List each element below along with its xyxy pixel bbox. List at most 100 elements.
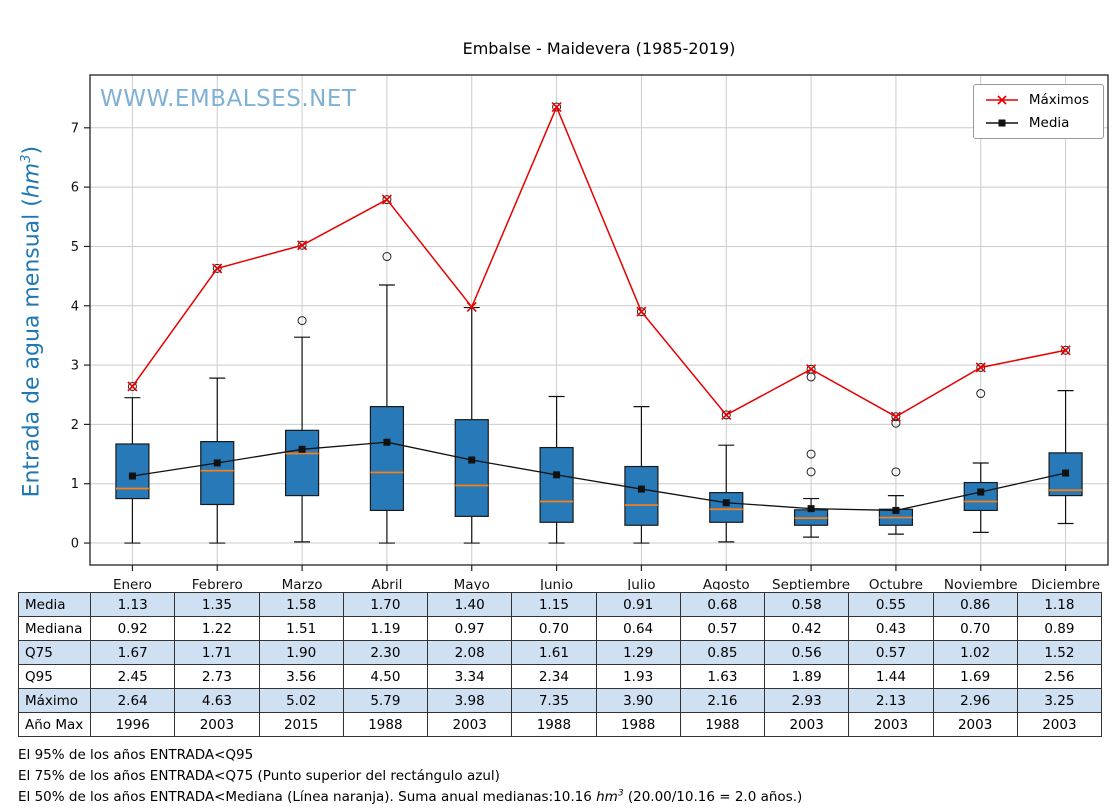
outlier-marker	[976, 362, 986, 372]
media-square-marker	[1062, 469, 1070, 477]
table-cell: 2003	[848, 712, 934, 737]
y-tick-label: 6	[71, 181, 79, 196]
table-cell: 0.91	[595, 592, 681, 617]
legend-item-media: Media	[984, 115, 1089, 131]
maximos-line-x-icon	[985, 95, 1018, 105]
maximos-x-marker	[721, 409, 732, 420]
table-row-q75: Q75 1.67 1.71 1.90 2.30 2.08 1.61 1.29 0.85 0.56 0…	[18, 640, 1103, 665]
table-cell: 2.30	[342, 640, 429, 665]
maximos-x-marker	[1060, 345, 1071, 356]
y-tick-label: 2	[71, 418, 79, 433]
chart-area: 0 1 2 3 4 5 6 7 Enero Febrero Marzo Abril Mayo Junio J…	[19, 39, 1109, 590]
table-cell: 2.96	[932, 688, 1018, 713]
table-cell: 7.35	[511, 688, 597, 713]
maximos-x-marker	[890, 411, 901, 422]
maximos-x-marker	[381, 194, 392, 205]
media-square-marker	[637, 485, 645, 493]
table-cell: 4.50	[342, 664, 429, 689]
iqr-box	[539, 446, 574, 523]
iqr-box	[200, 441, 235, 506]
media-square-marker	[213, 459, 221, 467]
row-label: Máximo	[18, 688, 91, 713]
x-tick-label: Agosto	[703, 577, 750, 590]
table-cell: 1.58	[258, 592, 344, 617]
outlier-marker	[212, 263, 222, 273]
iqr-box	[963, 481, 998, 512]
row-label: Q95	[18, 664, 91, 689]
iqr-box	[369, 406, 405, 512]
x-tick-label: Julio	[626, 577, 655, 590]
outlier-marker	[1061, 345, 1071, 355]
outlier-marker	[891, 467, 901, 477]
table-cell: 1996	[89, 712, 176, 737]
table-cell: 1.18	[1016, 592, 1103, 617]
media-square-marker	[298, 445, 306, 453]
table-cell: 2.13	[848, 688, 934, 713]
maximos-x-marker	[636, 306, 647, 317]
table-cell: 1988	[679, 712, 766, 737]
legend: Máximos Media	[972, 84, 1104, 139]
table-cell: 3.34	[426, 664, 513, 689]
legend-label-maximos: Máximos	[1028, 92, 1089, 108]
boxplot-julio	[624, 307, 659, 544]
table-cell: 2.16	[679, 688, 766, 713]
table-cell: 0.57	[679, 616, 766, 641]
table-cell: 1.61	[511, 640, 597, 665]
boxplot-agosto	[709, 410, 744, 543]
boxplot-mayo	[454, 306, 489, 544]
boxplot-noviembre	[963, 362, 998, 533]
x-tick-label: Marzo	[282, 577, 323, 590]
boxplots	[115, 102, 1083, 544]
table-cell: 1988	[511, 712, 597, 737]
x-tick-label: Octubre	[869, 577, 923, 590]
table-cell: 0.42	[763, 616, 850, 641]
outlier-marker	[382, 252, 392, 262]
y-axis-label-text: Entrada de agua mensual (	[19, 198, 45, 498]
table-row-mediana: Mediana 0.92 1.22 1.51 1.19 0.97 0.70 0.64 0.57 0…	[18, 616, 1103, 641]
watermark: WWW.EMBALSES.NET	[100, 86, 357, 112]
table-cell: 2.93	[763, 688, 850, 713]
table-cell: 0.70	[932, 616, 1018, 641]
gridlines	[90, 75, 1108, 565]
table-cell: 1.51	[258, 616, 344, 641]
outlier-marker	[806, 449, 816, 459]
table-cell: 2003	[426, 712, 513, 737]
table-cell: 1.19	[342, 616, 429, 641]
table-cell: 1.63	[679, 664, 766, 689]
table-cell: 0.70	[511, 616, 597, 641]
outlier-marker	[382, 195, 392, 205]
iqr-box	[624, 465, 659, 526]
table-cell: 0.58	[763, 592, 850, 617]
table-row-máximo: Máximo 2.64 4.63 5.02 5.79 3.98 7.35 3.90 2.16 2.…	[18, 688, 1103, 713]
outlier-marker	[891, 412, 901, 422]
boxplot-enero	[115, 381, 150, 544]
footnote-median-sum: El 50% de los años ENTRADA<Mediana (Líne…	[18, 788, 803, 805]
table-cell: 1.71	[174, 640, 260, 665]
table-cell: 3.90	[595, 688, 681, 713]
outlier-marker	[891, 418, 901, 428]
table-cell: 1.15	[511, 592, 597, 617]
table-cell: 1.40	[426, 592, 513, 617]
table-cell: 0.92	[89, 616, 176, 641]
y-axis-label: Entrada de agua mensual (hm3)	[19, 145, 45, 498]
table-cell: 0.64	[595, 616, 681, 641]
table-row-q95: Q95 2.45 2.73 3.56 4.50 3.34 2.34 1.93 1.63 1.89 1…	[18, 664, 1103, 689]
table-cell: 0.55	[848, 592, 934, 617]
outlier-marker	[721, 410, 731, 420]
chart-title: Embalse - Maidevera (1985-2019)	[462, 39, 736, 58]
stats-table: Media 1.13 1.35 1.58 1.70 1.40 1.15 0.91 0.68 0.5…	[18, 592, 1103, 737]
outlier-marker	[976, 389, 986, 399]
maximos-x-marker	[466, 301, 477, 313]
x-tick-label: Diciembre	[1031, 577, 1100, 590]
x-tick-label: Abril	[371, 577, 402, 590]
media-line	[132, 441, 1066, 512]
row-label: Q75	[18, 640, 91, 665]
iqr-box	[115, 443, 150, 500]
y-tick-label: 5	[71, 240, 79, 255]
table-cell: 1.90	[258, 640, 344, 665]
table-cell: 2.64	[89, 688, 176, 713]
table-cell: 1.35	[174, 592, 260, 617]
table-cell: 3.56	[258, 664, 344, 689]
y-axis-unit: hm3	[19, 154, 45, 199]
